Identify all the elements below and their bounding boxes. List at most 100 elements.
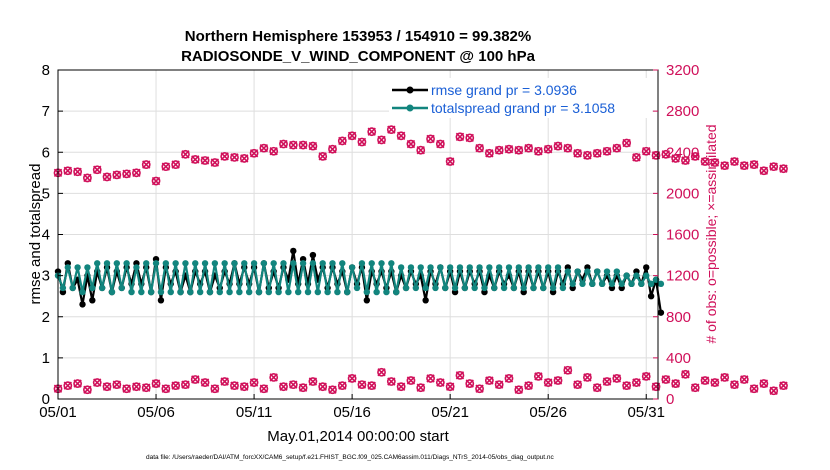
obs-high-assimilated-marker	[455, 132, 465, 141]
totalspread-point	[133, 264, 140, 271]
obs-low-assimilated-marker	[230, 381, 239, 390]
obs-high-assimilated-marker	[524, 143, 533, 153]
obs-high-possible-marker	[602, 146, 612, 156]
obs-low-possible-marker	[700, 376, 710, 385]
totalspread-point	[476, 264, 483, 271]
obs-low-assimilated-marker	[544, 378, 553, 387]
totalspread-point	[544, 264, 552, 271]
totalspread-point	[304, 288, 312, 296]
y-left-tick-label: 0	[42, 391, 50, 408]
obs-low-assimilated-marker	[749, 384, 759, 393]
obs-high-assimilated-marker	[93, 165, 102, 174]
obs-low-possible-marker	[132, 382, 141, 392]
obs-low-assimilated-marker	[534, 372, 543, 381]
obs-low-possible-marker	[73, 379, 83, 388]
y-left-tick-label: 4	[42, 227, 50, 244]
obs-low-assimilated-marker	[200, 378, 210, 387]
x-axis-label: May.01,2014 00:00:00 start	[267, 428, 449, 445]
obs-low-assimilated-marker	[220, 377, 229, 386]
totalspread-point	[461, 284, 469, 292]
obs-high-possible-marker	[573, 148, 583, 158]
totalspread-point	[554, 264, 562, 271]
obs-low-assimilated-marker	[514, 385, 523, 394]
obs-low-possible-marker	[749, 384, 759, 394]
totalspread-point	[603, 268, 611, 275]
obs-high-possible-marker	[759, 166, 769, 176]
obs-low-assimilated-marker	[720, 373, 729, 382]
obs-low-assimilated-marker	[671, 379, 680, 388]
totalspread-point	[383, 288, 390, 296]
totalspread-point	[598, 280, 606, 288]
totalspread-point	[520, 284, 527, 292]
obs-low-possible-marker	[151, 379, 161, 388]
rmse-point	[309, 251, 317, 259]
obs-low-possible-marker	[632, 378, 641, 387]
obs-low-assimilated-marker	[151, 379, 161, 388]
x-axis: 05/01 05/06 05/11 05/16 05/21 05/26 05/31	[39, 394, 665, 421]
obs-low-assimilated-marker	[681, 370, 690, 379]
obs-high-assimilated-marker	[122, 169, 131, 179]
totalspread-point	[172, 260, 179, 267]
obs-high-possible-marker	[220, 151, 230, 161]
obs-high-possible-marker	[63, 166, 73, 176]
obs-low-possible-marker	[533, 371, 543, 381]
totalspread-point	[245, 288, 253, 296]
obs-high-assimilated-marker	[328, 145, 337, 154]
obs-low-assimilated-marker	[269, 373, 278, 382]
obs-high-possible-marker	[445, 157, 455, 166]
obs-low-possible-marker	[249, 378, 259, 387]
totalspread-point	[329, 260, 336, 267]
obs-low-assimilated-marker	[495, 380, 504, 389]
totalspread-point	[417, 264, 424, 271]
totalspread-point	[564, 268, 572, 275]
obs-high-assimilated-marker	[367, 127, 376, 136]
obs-high-assimilated-marker	[298, 140, 308, 150]
obs-high-possible-marker	[681, 156, 690, 165]
rmse-point	[89, 297, 96, 304]
obs-low-possible-marker	[269, 373, 279, 382]
y-right-tick-label: 1600	[666, 227, 699, 244]
obs-low-possible-marker	[739, 375, 749, 384]
obs-low-assimilated-marker	[259, 384, 269, 393]
totalspread-point	[647, 280, 655, 288]
obs-high-possible-marker	[632, 152, 641, 162]
obs-high-possible-marker	[641, 146, 651, 156]
totalspread-point	[589, 280, 596, 288]
obs-high-assimilated-marker	[602, 147, 612, 156]
obs-high-assimilated-marker	[63, 166, 72, 175]
obs-low-assimilated-marker	[593, 383, 602, 392]
totalspread-point	[177, 288, 184, 296]
totalspread-point	[456, 264, 464, 271]
obs-high-possible-marker	[171, 160, 181, 169]
obs-high-assimilated-marker	[347, 131, 357, 140]
rmse-point	[157, 297, 165, 304]
obs-high-possible-marker	[779, 164, 788, 174]
obs-high-possible-marker	[141, 160, 151, 169]
totalspread-point	[623, 272, 630, 279]
totalspread-point	[613, 268, 621, 275]
obs-high-assimilated-marker	[269, 147, 278, 156]
rmse-point	[290, 247, 297, 255]
obs-high-assimilated-marker	[681, 156, 690, 165]
totalspread-point	[549, 284, 557, 292]
totalspread-point	[422, 284, 429, 292]
obs-high-assimilated-marker	[700, 157, 710, 166]
totalspread-point	[363, 288, 371, 296]
totalspread-point	[446, 264, 454, 271]
obs-high-possible-marker	[533, 146, 543, 156]
y-axis-left: 0 1 2 3 4 5 6 7 8	[42, 62, 63, 408]
obs-low-possible-marker	[553, 376, 563, 385]
obs-high-possible-marker	[337, 136, 347, 146]
legend-rmse-label: rmse grand pr = 3.0936	[431, 82, 577, 98]
obs-low-possible-marker	[357, 380, 367, 390]
obs-high-assimilated-marker	[151, 176, 161, 186]
y-axis-left-label: rmse and totalspread	[27, 164, 44, 305]
obs-low-possible-marker	[347, 374, 357, 383]
obs-low-assimilated-marker	[112, 380, 121, 389]
obs-low-possible-marker	[445, 382, 455, 392]
totalspread-point	[226, 288, 233, 296]
obs-low-assimilated-marker	[406, 376, 416, 385]
obs-high-assimilated-marker	[171, 160, 180, 169]
obs-high-assimilated-marker	[387, 125, 396, 134]
obs-low-possible-marker	[161, 384, 171, 394]
